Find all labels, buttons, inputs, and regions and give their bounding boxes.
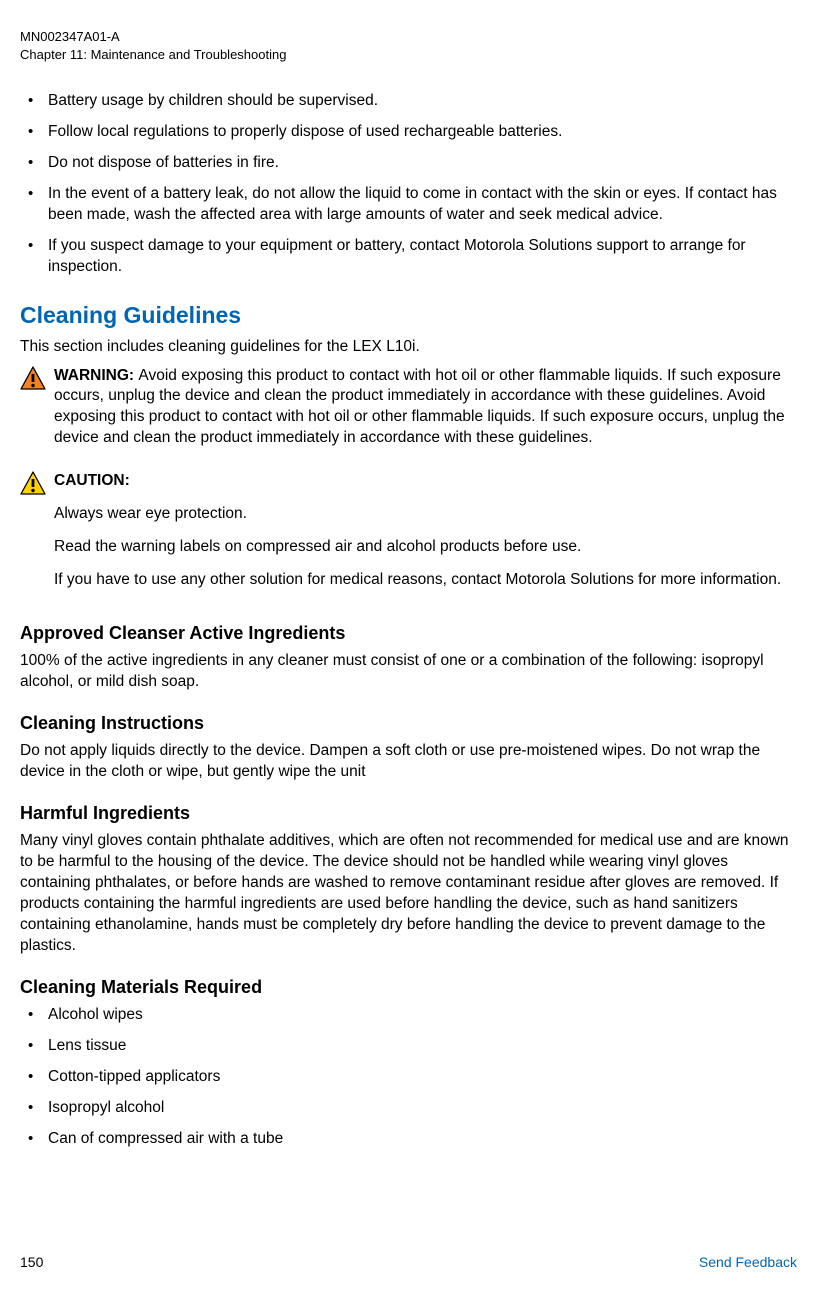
list-item: Do not dispose of batteries in fire. <box>22 153 797 174</box>
instructions-body: Do not apply liquids directly to the dev… <box>20 741 797 783</box>
list-item: Alcohol wipes <box>22 1005 797 1026</box>
list-item: Battery usage by children should be supe… <box>22 91 797 112</box>
approved-body: 100% of the active ingredients in any cl… <box>20 651 797 693</box>
chapter-title: Chapter 11: Maintenance and Troubleshoot… <box>20 46 797 64</box>
caution-icon <box>20 471 48 495</box>
warning-text: WARNING: Avoid exposing this product to … <box>54 366 797 450</box>
list-item: Can of compressed air with a tube <box>22 1129 797 1150</box>
caution-p1: Always wear eye protection. <box>54 504 797 525</box>
section-title-cleaning: Cleaning Guidelines <box>20 300 797 331</box>
document-header: MN002347A01-A Chapter 11: Maintenance an… <box>20 28 797 63</box>
warning-content: Avoid exposing this product to contact w… <box>54 367 785 447</box>
subsection-title-instructions: Cleaning Instructions <box>20 711 797 735</box>
battery-notes-list: Battery usage by children should be supe… <box>22 91 797 277</box>
warning-block: WARNING: Avoid exposing this product to … <box>20 366 797 462</box>
list-item: Lens tissue <box>22 1036 797 1057</box>
caution-body: CAUTION: Always wear eye protection. Rea… <box>54 471 797 603</box>
harmful-body: Many vinyl gloves contain phthalate addi… <box>20 831 797 957</box>
page-number: 150 <box>20 1253 43 1272</box>
caution-p3: If you have to use any other solution fo… <box>54 570 797 591</box>
page-footer: 150 Send Feedback <box>20 1253 797 1272</box>
list-item: If you suspect damage to your equipment … <box>22 236 797 278</box>
list-item: Cotton-tipped applicators <box>22 1067 797 1088</box>
subsection-title-materials: Cleaning Materials Required <box>20 975 797 999</box>
list-item: Follow local regulations to properly dis… <box>22 122 797 143</box>
warning-icon <box>20 366 48 390</box>
materials-list: Alcohol wipes Lens tissue Cotton-tipped … <box>22 1005 797 1150</box>
list-item: In the event of a battery leak, do not a… <box>22 184 797 226</box>
doc-id: MN002347A01-A <box>20 28 797 46</box>
subsection-title-approved: Approved Cleanser Active Ingredients <box>20 621 797 645</box>
caution-block: CAUTION: Always wear eye protection. Rea… <box>20 471 797 603</box>
warning-body: WARNING: Avoid exposing this product to … <box>54 366 797 462</box>
cleaning-intro: This section includes cleaning guideline… <box>20 337 797 358</box>
list-item: Isopropyl alcohol <box>22 1098 797 1119</box>
send-feedback-link[interactable]: Send Feedback <box>699 1253 797 1272</box>
caution-label: CAUTION: <box>54 472 130 489</box>
warning-label: WARNING: <box>54 367 138 384</box>
subsection-title-harmful: Harmful Ingredients <box>20 801 797 825</box>
caution-p2: Read the warning labels on compressed ai… <box>54 537 797 558</box>
